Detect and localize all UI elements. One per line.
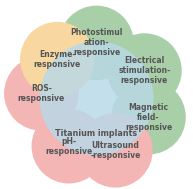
Text: Ultrasound
-responsive: Ultrasound -responsive [90,141,141,160]
Circle shape [108,34,181,107]
Text: Titanium implants: Titanium implants [55,129,138,138]
Circle shape [21,22,94,96]
Text: Magnetic
field-
responsive: Magnetic field- responsive [125,103,172,132]
Text: ROS-
responsive: ROS- responsive [18,84,65,103]
Circle shape [40,42,153,155]
Circle shape [32,110,105,183]
Text: Enzyme-
responsive: Enzyme- responsive [34,50,81,69]
Circle shape [5,57,78,130]
Circle shape [60,6,133,80]
Text: Photostimul
ation-
responsive: Photostimul ation- responsive [70,28,123,57]
Circle shape [79,114,152,187]
Circle shape [112,81,185,154]
Text: Electrical
stimulation-
responsive: Electrical stimulation- responsive [118,56,171,85]
Text: pH-
responsive: pH- responsive [45,137,92,156]
